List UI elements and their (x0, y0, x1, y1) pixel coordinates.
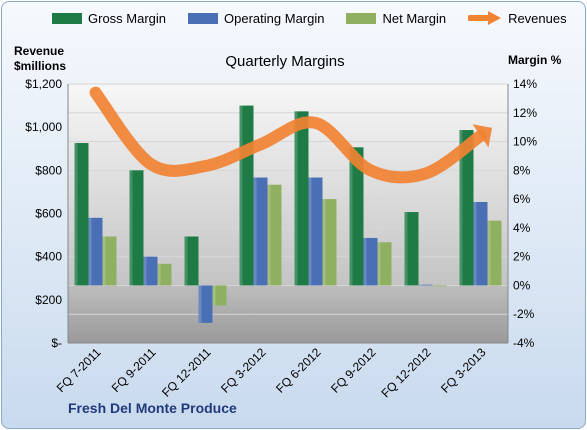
bar-net-margin (102, 236, 117, 286)
bar-net-margin (322, 199, 337, 286)
bar-operating-margin-highlight (88, 217, 92, 286)
right-tick-label: 12% (513, 106, 537, 120)
bar-gross-margin-highlight (349, 147, 353, 286)
right-tick-label: 4% (513, 221, 531, 235)
bar-net-margin-highlight (157, 263, 161, 286)
bar-operating-margin (253, 177, 268, 286)
bar-gross-margin-highlight (129, 170, 133, 286)
category-label: FQ 7-2011 (54, 345, 104, 395)
bar-net-margin-highlight (377, 242, 381, 286)
left-tick-label: $200 (35, 293, 62, 307)
legend-label: Revenues (508, 10, 567, 26)
bar-operating-margin-highlight (143, 256, 147, 286)
category-label: FQ 6-2012 (273, 345, 324, 396)
right-tick-label: 6% (513, 192, 531, 206)
bar-gross-margin (294, 111, 309, 286)
legend-item-gross-margin: Gross Margin (52, 11, 166, 26)
right-axis-title: Margin % (508, 53, 562, 67)
bar-operating-margin-highlight (253, 177, 257, 286)
bar-net-margin (157, 263, 172, 286)
category-label: FQ 12-2012 (378, 345, 433, 400)
bar-operating-margin (198, 285, 213, 323)
bar-gross-margin-highlight (459, 130, 463, 286)
bar-net-margin (267, 184, 282, 286)
category-label: FQ 9-2011 (109, 345, 159, 395)
bar-net-margin-highlight (267, 184, 271, 286)
bar-operating-margin (418, 284, 433, 286)
bar-gross-margin-highlight (404, 212, 408, 286)
right-tick-label: -4% (513, 336, 535, 350)
bar-gross-margin (129, 170, 144, 286)
bar-net-margin (377, 242, 392, 286)
legend-label: Operating Margin (224, 10, 325, 26)
bar-gross-margin-highlight (74, 142, 78, 286)
right-tick-label: 14% (513, 77, 537, 91)
bar-operating-margin-highlight (418, 284, 422, 286)
chart-title: Quarterly Margins (225, 53, 345, 70)
bar-net-margin (212, 285, 227, 306)
legend-swatch (346, 12, 377, 24)
left-axis-title: Revenue $millions (14, 44, 67, 73)
left-tick-label: $600 (35, 207, 62, 221)
bar-gross-margin (74, 142, 89, 286)
legend-item-operating-margin: Operating Margin (188, 11, 324, 26)
revenues-line (89, 86, 487, 184)
bar-net-margin (432, 285, 447, 287)
left-tick-label: $1,000 (25, 120, 62, 134)
right-tick-label: -2% (513, 307, 535, 321)
bar-gross-margin (459, 130, 474, 286)
revenues-arrowhead (472, 124, 493, 148)
bar-operating-margin-highlight (198, 285, 202, 323)
left-tick-label: $400 (35, 250, 62, 264)
bar-net-margin (487, 220, 502, 286)
left-tick-label: $- (51, 336, 62, 350)
bar-net-margin-highlight (487, 220, 491, 286)
right-tick-label: 0% (513, 278, 531, 292)
right-tick-label: 8% (513, 163, 531, 177)
bar-gross-margin (349, 147, 364, 286)
right-tick-label: 10% (513, 135, 537, 149)
legend-swatch (188, 12, 219, 24)
bar-gross-margin-highlight (184, 236, 188, 286)
chart-legend: Gross Margin Operating Margin Net Margin… (52, 6, 587, 30)
bar-gross-margin (404, 212, 419, 286)
legend-swatch (52, 12, 82, 24)
bar-operating-margin (88, 217, 103, 286)
bar-operating-margin (363, 237, 378, 286)
category-label: FQ 9-2012 (328, 345, 379, 396)
right-tick-label: 2% (513, 250, 531, 264)
category-label: FQ 3-2012 (218, 345, 269, 396)
bar-operating-margin (143, 256, 158, 286)
bar-net-margin-highlight (432, 285, 436, 287)
bar-operating-margin-highlight (473, 201, 477, 286)
bar-net-margin-highlight (102, 236, 106, 286)
bar-operating-margin-highlight (308, 177, 312, 286)
category-label: FQ 3-2013 (438, 345, 489, 396)
bar-operating-margin (308, 177, 323, 286)
footer-company-name: Fresh Del Monte Produce (68, 400, 237, 416)
legend-item-revenues: Revenues (468, 10, 567, 26)
bar-gross-margin-highlight (239, 105, 243, 286)
bar-gross-margin-highlight (294, 111, 298, 286)
legend-label: Gross Margin (88, 10, 167, 26)
legend-item-net-margin: Net Margin (346, 11, 446, 26)
left-tick-label: $800 (35, 163, 62, 177)
left-tick-label: $1,200 (25, 77, 62, 91)
bar-net-margin-highlight (212, 285, 216, 306)
category-label: FQ 12-2011 (159, 345, 214, 400)
legend-label: Net Margin (382, 10, 447, 26)
bar-operating-margin (473, 201, 488, 286)
bar-gross-margin (184, 236, 199, 286)
arrow-swatch-icon (468, 11, 502, 25)
bar-net-margin-highlight (322, 199, 326, 286)
bar-operating-margin-highlight (363, 237, 367, 286)
